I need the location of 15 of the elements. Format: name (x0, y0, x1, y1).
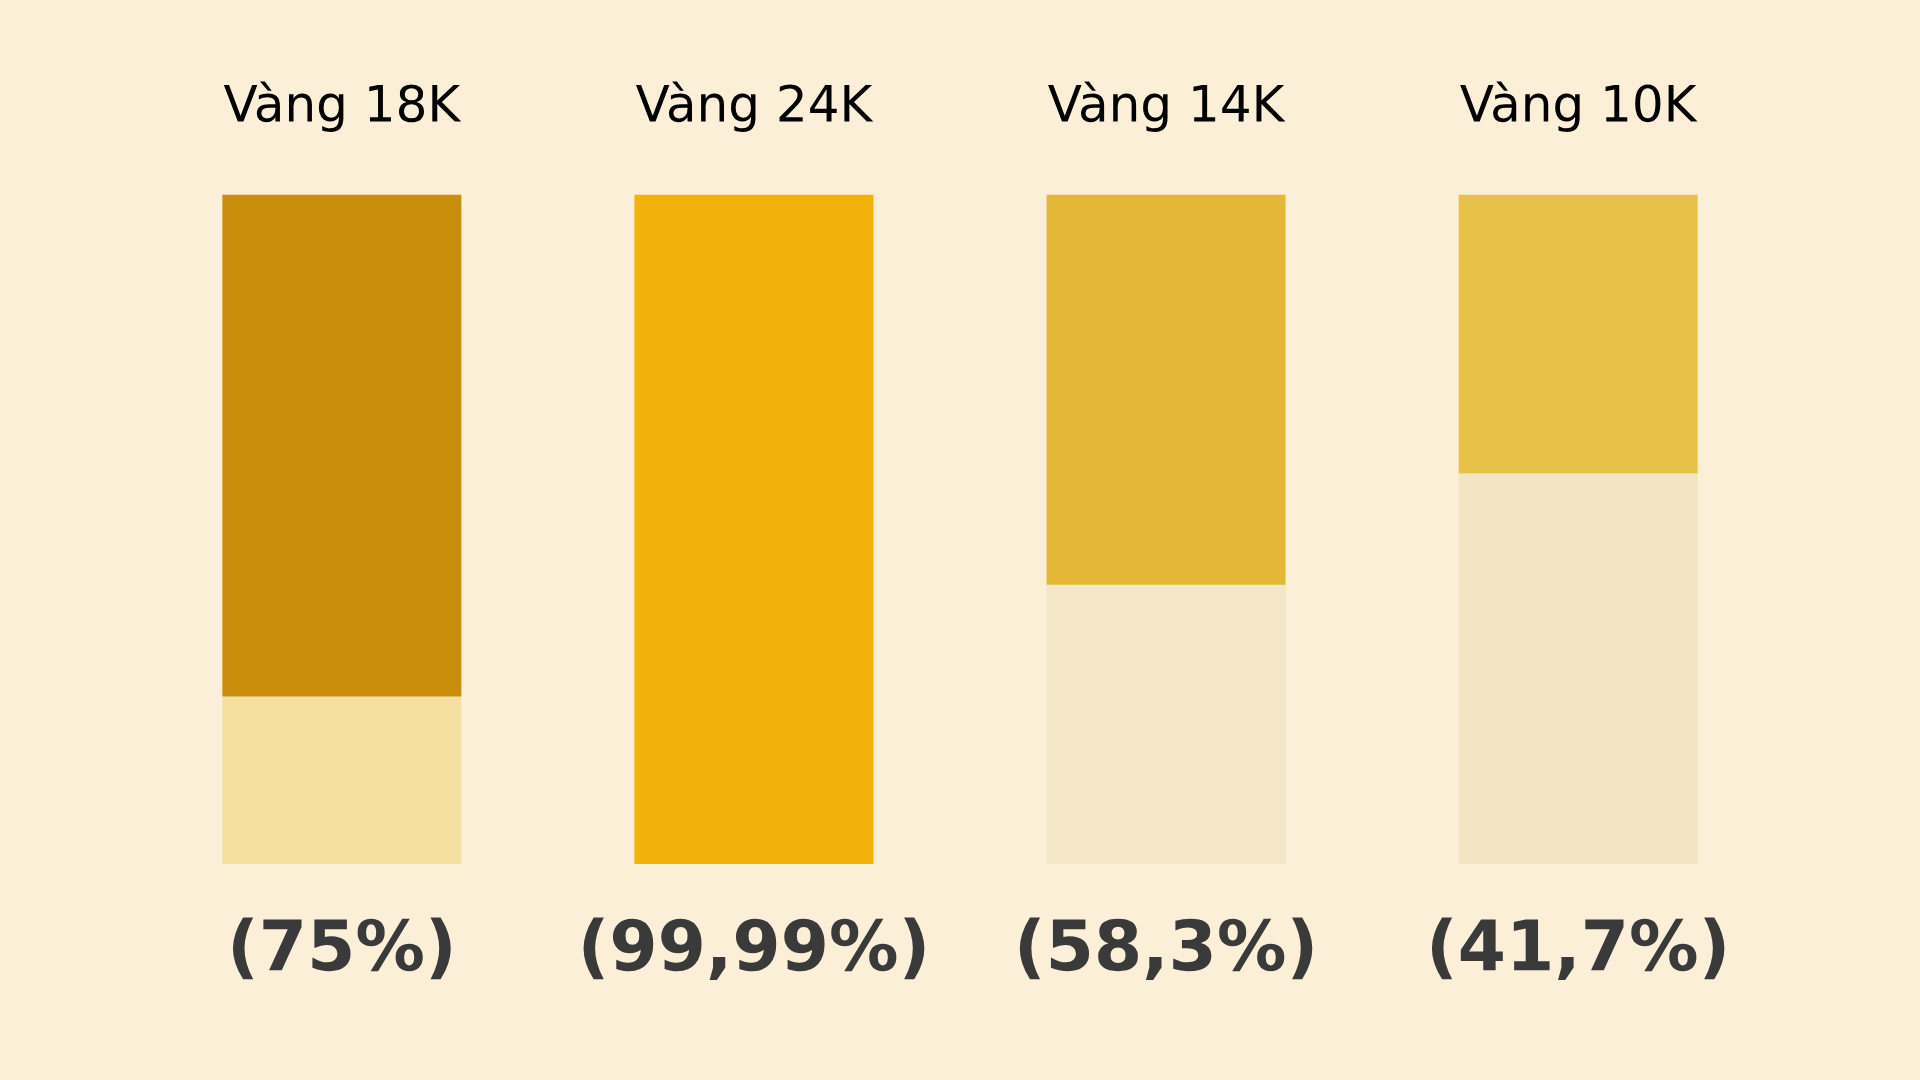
x-tick-label: Vàng 24K (635, 81, 874, 132)
bar (634, 194, 874, 864)
bar (1046, 584, 1286, 864)
data-label: (58,3%) (1019, 917, 1313, 981)
x-tick-label: Vàng 14K (1048, 81, 1286, 132)
bar (1458, 194, 1698, 474)
x-tick-label: Vàng 10K (1460, 81, 1698, 132)
bar (1458, 473, 1698, 864)
data-label: (75%) (232, 917, 451, 980)
data-label: (41,7%) (1431, 917, 1725, 981)
bar (222, 696, 462, 864)
x-tick-label: Vàng 18K (223, 81, 462, 132)
data-label: (99,99%) (583, 917, 925, 981)
bar (1046, 194, 1286, 585)
bar (222, 194, 462, 697)
